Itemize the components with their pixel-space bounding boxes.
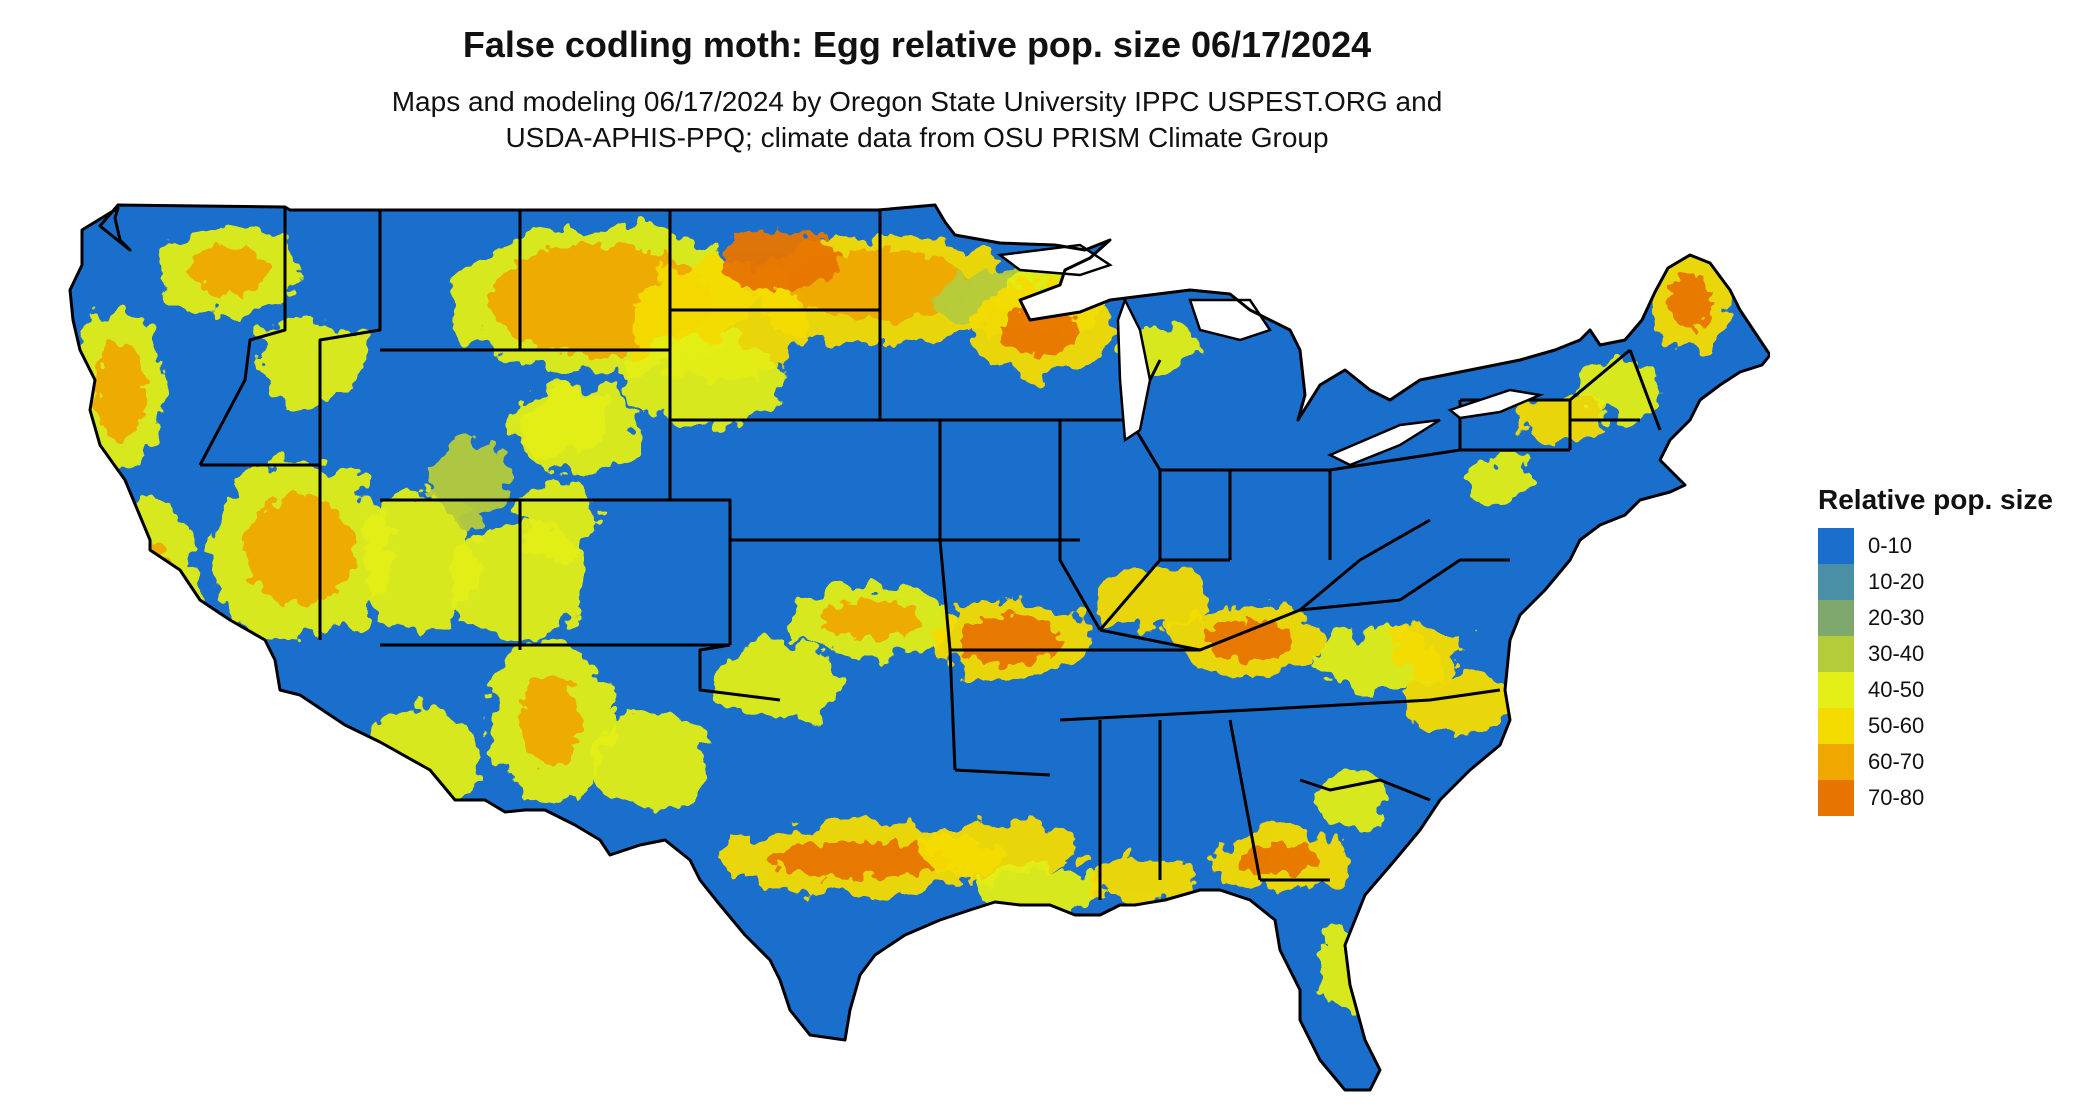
great-lake: [1116, 296, 1152, 443]
population-zone: [255, 315, 365, 405]
state-border: [1099, 598, 1401, 652]
population-zone: [1010, 935, 1090, 985]
population-zone: [190, 245, 270, 295]
population-zone: [1205, 620, 1295, 660]
legend-items: 0-10 10-20 20-30 30-40 40-50 50-60 60-70 70-80: [1818, 528, 2088, 816]
great-lake: [1327, 418, 1441, 467]
state-border: [1299, 518, 1431, 612]
population-zone: [520, 385, 640, 475]
legend-label: 60-70: [1868, 749, 1925, 774]
state-border: [1059, 688, 1501, 722]
legend-label: 70-80: [1868, 785, 1925, 810]
population-zone: [1310, 775, 1390, 825]
legend-swatch: [1818, 672, 1854, 708]
legend-label: 10-20: [1868, 569, 1925, 594]
population-zone: [125, 540, 175, 660]
great-lake: [1447, 388, 1545, 420]
population-zone: [980, 865, 1100, 915]
population-zone: [520, 675, 580, 765]
population-zone: [620, 335, 780, 425]
legend-item: 0-10: [1818, 528, 2088, 564]
state-border: [318, 210, 382, 465]
population-zone: [720, 640, 840, 720]
legend-label: 40-50: [1868, 677, 1925, 702]
state-border: [954, 768, 1051, 777]
legend-swatch: [1818, 708, 1854, 744]
map-subtitle-line-1: Maps and modeling 06/17/2024 by Oregon S…: [391, 86, 1443, 117]
state-border: [698, 643, 781, 702]
legend-item: 70-80: [1818, 780, 2088, 816]
population-zone: [100, 500, 200, 700]
legend-item: 30-40: [1818, 636, 2088, 672]
population-zone: [770, 842, 950, 878]
legend-swatch: [1818, 564, 1854, 600]
population-zone: [360, 490, 480, 630]
population-zone: [1400, 670, 1520, 730]
population-zone: [520, 480, 600, 560]
legend-item: 20-30: [1818, 600, 2088, 636]
population-zone: [245, 495, 355, 605]
state-border: [1399, 558, 1510, 602]
legend-item: 50-60: [1818, 708, 2088, 744]
legend-label: 0-10: [1868, 533, 1913, 558]
state-border: [1628, 349, 1662, 431]
legend-title: Relative pop. size: [1818, 484, 2053, 515]
population-zone: [190, 680, 270, 760]
population-zone: [1580, 360, 1660, 420]
legend-swatch: [1818, 744, 1854, 780]
us-map: [50, 190, 1770, 1110]
population-zone: [590, 710, 710, 810]
legend-item: 60-70: [1818, 744, 2088, 780]
map-subtitle-line-2: USDA-APHIS-PPQ; climate data from OSU PR…: [505, 122, 1329, 153]
population-zone: [820, 600, 920, 640]
state-border: [198, 207, 287, 466]
state-border: [1058, 420, 1102, 631]
legend-item: 40-50: [1818, 672, 2088, 708]
state-border: [728, 500, 940, 542]
population-zone: [1520, 395, 1600, 445]
legend-swatch: [1818, 528, 1854, 564]
state-border: [938, 420, 957, 771]
legend-label: 20-30: [1868, 605, 1925, 630]
country-outline: [68, 203, 1770, 1092]
state-border: [1228, 719, 1262, 881]
population-zone: [720, 230, 840, 290]
population-zone: [1090, 570, 1210, 630]
map-title: False codling moth: Egg relative pop. si…: [462, 24, 1372, 65]
population-zone: [1390, 625, 1470, 675]
population-zone: [360, 710, 480, 810]
population-zone: [430, 440, 510, 520]
population-zone: [960, 615, 1060, 665]
state-borders: [198, 207, 1662, 900]
legend-swatch: [1818, 600, 1854, 636]
legend-swatch: [1818, 780, 1854, 816]
population-zone: [1668, 272, 1712, 328]
population-zone: [1090, 855, 1190, 905]
population-zone: [1000, 305, 1080, 355]
legend-label: 30-40: [1868, 641, 1925, 666]
population-zone: [95, 340, 145, 440]
map-legend: Relative pop. size 0-10 10-20 20-30 30-40 40…: [1818, 484, 2088, 816]
legend-swatch: [1818, 636, 1854, 672]
state-border: [1299, 778, 1431, 802]
legend-item: 10-20: [1818, 564, 2088, 600]
legend-label: 50-60: [1868, 713, 1925, 738]
population-zone: [1240, 845, 1320, 875]
population-zone: [1460, 460, 1540, 500]
state-border: [1098, 558, 1230, 631]
